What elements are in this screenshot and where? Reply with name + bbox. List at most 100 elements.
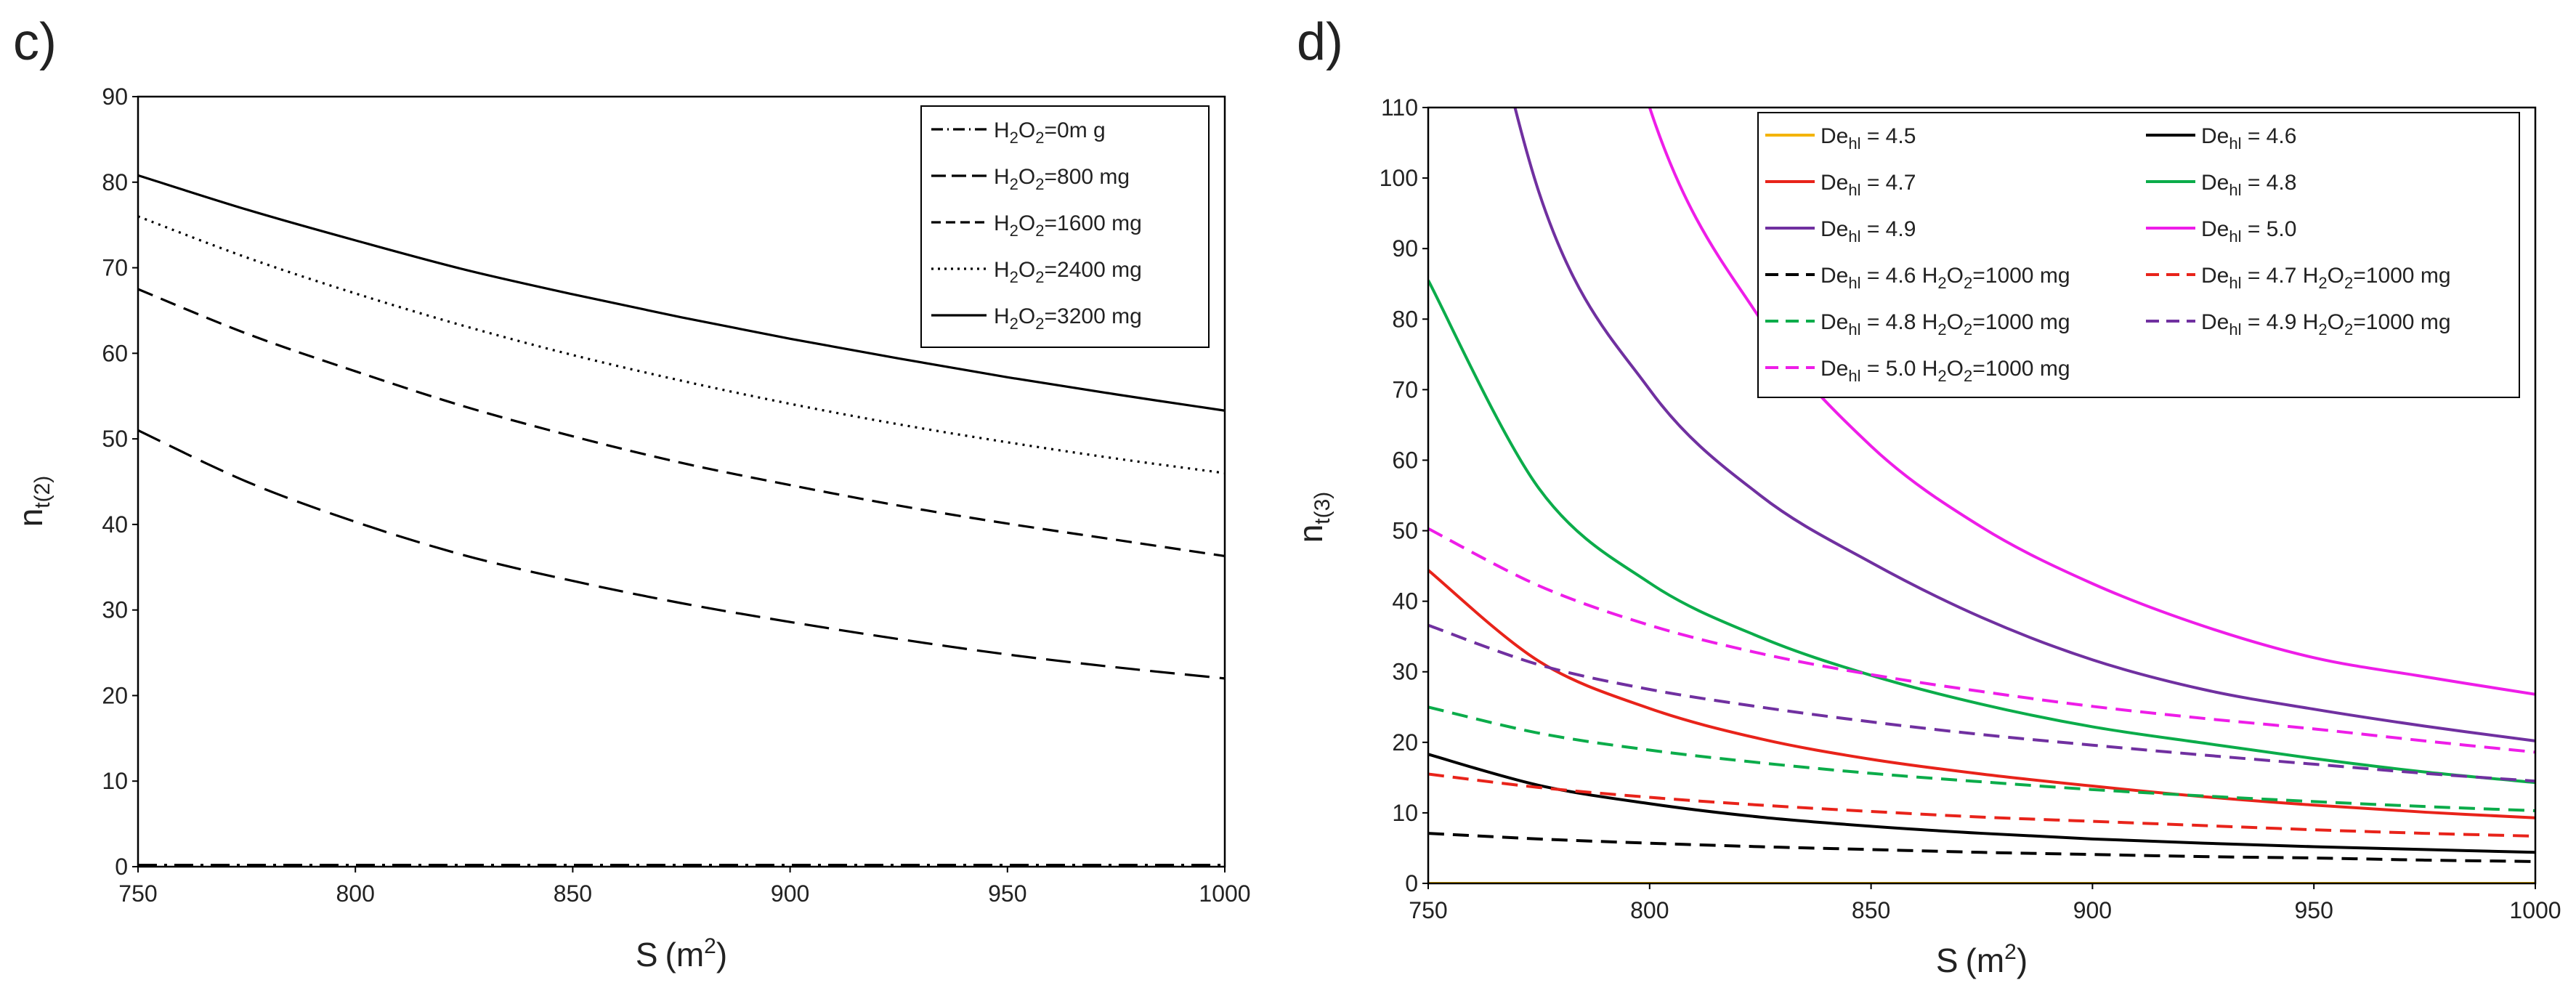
legend-label-part: De xyxy=(2201,217,2229,241)
legend-label-part: = 4.7 xyxy=(1860,171,1916,195)
y-tick-label: 70 xyxy=(1392,376,1418,402)
tick-marks-c xyxy=(132,96,1226,872)
legend-label-sub: hl xyxy=(2229,227,2241,246)
legend-label-part: = 4.6 H xyxy=(1860,264,1937,288)
legend-label-sub: 2 xyxy=(1010,222,1018,240)
legend-label-sub: hl xyxy=(2229,274,2241,292)
legend-label-sub: 2 xyxy=(2318,274,2327,292)
legend-label-sub: 2 xyxy=(1964,274,1972,292)
x-tick-label: 1000 xyxy=(1199,880,1250,907)
legend-label-part: = 4.6 xyxy=(2241,124,2296,148)
chart-panel-c: c) 0 10 20 30 40 50 60 70 80 90 750 800 850 900 950 10… xyxy=(12,13,1251,973)
y-tick-label: 40 xyxy=(102,511,128,538)
legend-label-sub: 2 xyxy=(2344,320,2353,339)
series-line xyxy=(1513,108,2535,742)
series-lines-c xyxy=(137,174,1226,867)
legend-label-part: =1000 mg xyxy=(1972,357,2070,381)
y-tick-label: 60 xyxy=(1392,447,1418,473)
legend-label: Dehl = 5.0 xyxy=(2201,217,2296,246)
legend-label-sub: 2 xyxy=(1010,129,1018,147)
legend-label-part: O xyxy=(2328,310,2344,334)
legend-label-part: De xyxy=(1820,217,1848,241)
legend-label-part: =1000 mg xyxy=(2353,310,2450,334)
legend-label-sub: hl xyxy=(1848,274,1860,292)
y-axis-title-d: nt(3) xyxy=(1292,492,1334,543)
legend-label: Dehl = 4.9 H2O2=1000 mg xyxy=(2201,310,2451,339)
legend-label-part: = 4.8 xyxy=(2241,171,2296,195)
legend-label: Dehl = 4.8 xyxy=(2201,171,2296,199)
legend-label-sub: 2 xyxy=(1035,222,1044,240)
x-axis-title-sup-c: 2 xyxy=(704,934,716,958)
legend-label-sub: 2 xyxy=(1964,320,1972,339)
legend-label-sub: 2 xyxy=(1010,175,1018,193)
legend-label-part: =1000 mg xyxy=(1972,310,2070,334)
legend-label-sub: 2 xyxy=(1035,129,1044,147)
series-line xyxy=(1428,569,2535,819)
panel-label-d: d) xyxy=(1297,13,1343,71)
legend-label-part: O xyxy=(1018,165,1035,189)
x-tick-label: 750 xyxy=(1409,897,1447,923)
legend-label-sub: hl xyxy=(1848,227,1860,246)
legend-label: Dehl = 4.6 xyxy=(2201,124,2296,153)
series-line xyxy=(1428,527,2535,754)
chart-panel-d: d) 0 10 20 30 40 50 60 70 80 90 100 110 750 800 850 90… xyxy=(1292,13,2561,979)
x-axis-title-unit-c: (m xyxy=(665,936,705,973)
y-tick-label: 80 xyxy=(1392,306,1418,332)
legend-label-sub: 2 xyxy=(1035,175,1044,193)
legend-label-sub: 2 xyxy=(1035,268,1044,286)
y-tick-label: 50 xyxy=(102,426,128,452)
series-line xyxy=(1428,705,2535,812)
y-axis-title-c: nt(2) xyxy=(12,476,54,527)
x-axis-title-sup-d: 2 xyxy=(2004,940,2017,964)
legend-label: Dehl = 5.0 H2O2=1000 mg xyxy=(1820,357,2070,385)
legend-label-part: =1000 mg xyxy=(2353,264,2450,288)
legend-label-part: = 4.9 xyxy=(1860,217,1916,241)
legend-label-part: O xyxy=(1947,264,1964,288)
x-axis-title-main-d: S xyxy=(1936,942,1959,979)
y-tick-labels-c: 0 10 20 30 40 50 60 70 80 90 xyxy=(102,84,128,880)
legend-label: Dehl = 4.9 xyxy=(1820,217,1916,246)
x-tick-label: 950 xyxy=(2295,897,2333,923)
y-tick-label: 40 xyxy=(1392,588,1418,615)
legend-label-part: = 4.9 H xyxy=(2241,310,2318,334)
y-tick-label: 20 xyxy=(1392,729,1418,756)
legend-label-sub: hl xyxy=(1848,320,1860,339)
legend-label-sub: 2 xyxy=(1964,367,1972,385)
legend-label: H2O2=2400 mg xyxy=(994,258,1142,286)
y-tick-label: 30 xyxy=(1392,659,1418,685)
x-tick-labels-c: 750 800 850 900 950 1000 xyxy=(118,880,1250,907)
legend-label-part: O xyxy=(1947,310,1964,334)
legend-label-part: =2400 mg xyxy=(1045,258,1142,282)
legend-label-part: = 4.8 H xyxy=(1860,310,1937,334)
legend-label-part: De xyxy=(1820,264,1848,288)
legend-label-part: De xyxy=(1820,357,1848,381)
y-tick-label: 30 xyxy=(102,597,128,623)
x-tick-label: 900 xyxy=(771,880,809,907)
x-axis-title-end-d: ) xyxy=(2017,942,2028,979)
x-axis-title-unit-d: (m xyxy=(1966,942,2005,979)
legend-label-part: =3200 mg xyxy=(1045,304,1142,328)
x-tick-label: 800 xyxy=(1630,897,1669,923)
y-tick-label: 70 xyxy=(102,255,128,281)
legend-label: Dehl = 4.5 xyxy=(1820,124,1916,153)
legend-box-c xyxy=(920,105,1210,348)
legend-label-part: =800 mg xyxy=(1045,165,1130,189)
legend-label: Dehl = 4.7 xyxy=(1820,171,1916,199)
legend-label-sub: hl xyxy=(1848,181,1860,199)
y-axis-title-main-c: n xyxy=(12,509,49,527)
y-tick-label: 80 xyxy=(102,169,128,195)
x-tick-label: 750 xyxy=(118,880,157,907)
legend-label-part: O xyxy=(2328,264,2344,288)
legend-label-part: De xyxy=(2201,171,2229,195)
y-tick-label: 0 xyxy=(1405,870,1418,896)
legend-label-part: = 5.0 H xyxy=(1860,357,1937,381)
x-tick-label: 850 xyxy=(1852,897,1890,923)
legend-label-part: = 5.0 xyxy=(2241,217,2296,241)
y-tick-label: 0 xyxy=(115,854,128,880)
legend-label: H2O2=800 mg xyxy=(994,165,1130,193)
legend-label-sub: 2 xyxy=(1010,315,1018,333)
legend-label-part: O xyxy=(1018,258,1035,282)
